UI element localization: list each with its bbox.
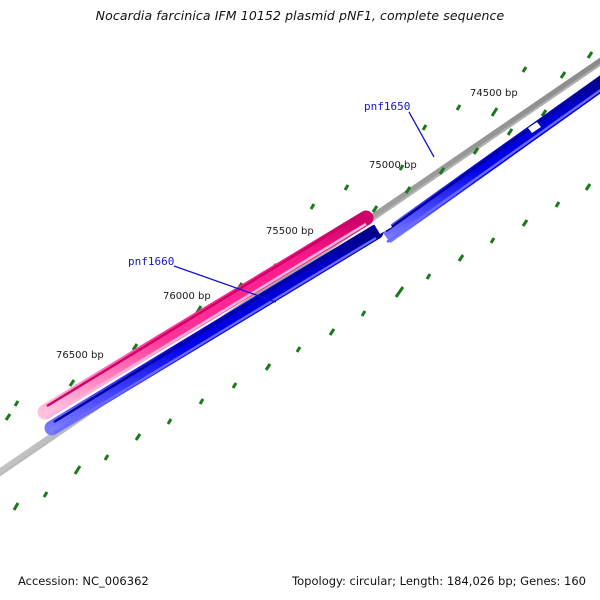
axis-tick-label-75000: 75000 bp	[369, 160, 417, 171]
page-title: Nocardia farcinica IFM 10152 plasmid pNF…	[95, 8, 505, 23]
accession-label: Accession: NC_006362	[18, 574, 149, 588]
axis-tick-label-75500: 75500 bp	[266, 226, 314, 237]
gene-label-pnf1650[interactable]: pnf1650	[364, 100, 411, 113]
gene-bar-pink[interactable]	[37, 210, 374, 420]
gene-label-pnf1660[interactable]: pnf1660	[128, 255, 175, 268]
axis-tick-label-76500: 76500 bp	[56, 350, 104, 361]
genome-axis-line	[0, 57, 600, 477]
gene-junction-center	[374, 217, 392, 234]
sequence-summary-label: Topology: circular; Length: 184,026 bp; …	[292, 574, 586, 588]
gene-bar-blue-lower[interactable]	[44, 224, 384, 436]
gene-leader-lines	[173, 111, 435, 303]
gene-bar-blue-upper[interactable]	[381, 70, 600, 244]
sequence-tick-marks-scatter	[13, 66, 561, 498]
axis-tick-label-74500: 74500 bp	[470, 88, 518, 99]
axis-tick-label-76000: 76000 bp	[163, 291, 211, 302]
sequence-tick-marks-lower	[12, 183, 592, 511]
gene-junction-right	[528, 122, 541, 133]
